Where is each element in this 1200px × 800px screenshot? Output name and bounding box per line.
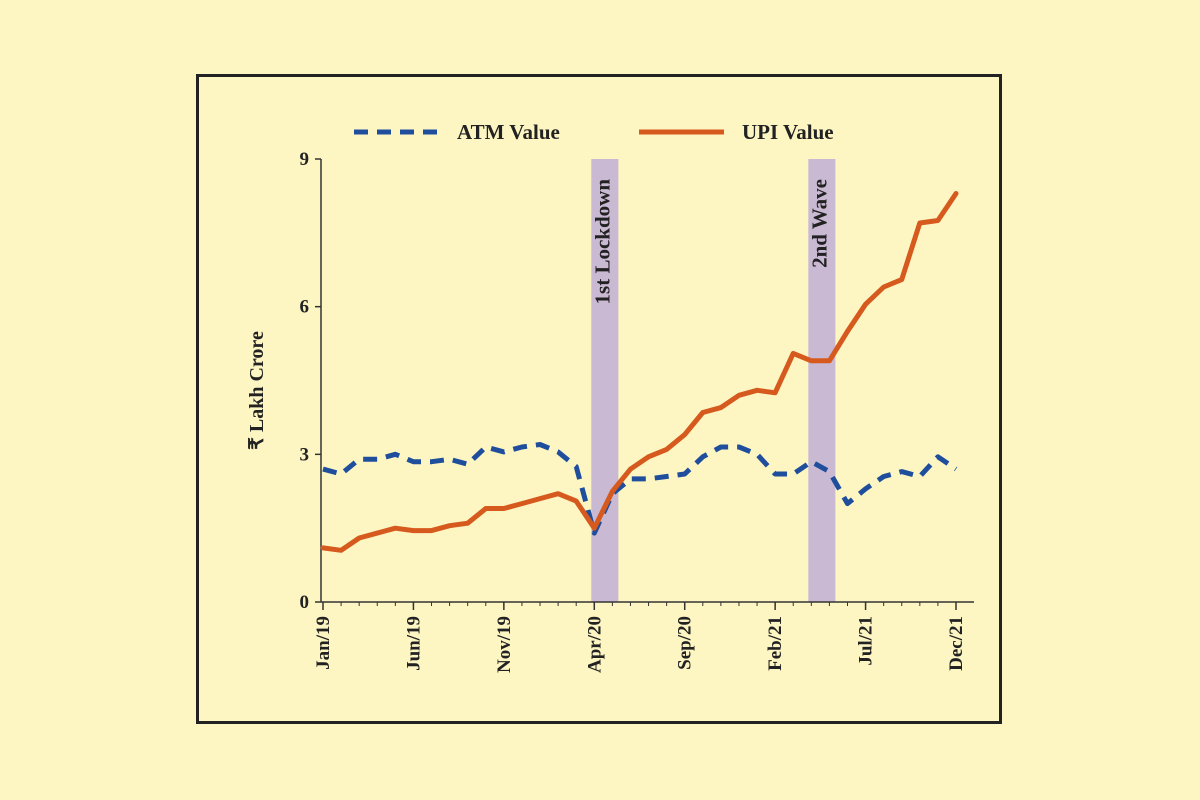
legend: ATM Value UPI Value xyxy=(354,120,834,144)
y-tick-label: 0 xyxy=(300,592,310,613)
line-chart: 1st Lockdown 2nd Wave 0 3 6 9 Jan/19 Jun/19 Nov… xyxy=(246,120,974,673)
x-tick-label: Sep/20 xyxy=(675,616,696,670)
band-2 xyxy=(808,159,836,602)
y-axis-label: ₹ Lakh Crore xyxy=(246,331,268,450)
series-lines xyxy=(320,191,959,553)
x-tick-label: Apr/20 xyxy=(584,616,605,673)
legend-label-atm: ATM Value xyxy=(457,120,560,144)
band-label-2: 2nd Wave xyxy=(808,179,832,268)
chart-frame: 1st Lockdown 2nd Wave 0 3 6 9 Jan/19 Jun/19 Nov… xyxy=(196,74,1002,724)
y-tick-label: 9 xyxy=(300,149,310,170)
legend-label-upi: UPI Value xyxy=(742,120,834,144)
x-tick-label: Jan/19 xyxy=(313,616,334,670)
x-tick-label: Jun/19 xyxy=(403,616,424,671)
x-tick-label: Nov/19 xyxy=(494,616,515,673)
shaded-bands: 1st Lockdown 2nd Wave xyxy=(591,159,836,602)
y-tick-label: 3 xyxy=(300,444,310,465)
x-tick-label: Jul/21 xyxy=(856,616,877,666)
series-line-upi xyxy=(320,191,959,553)
y-tick-label: 6 xyxy=(300,297,310,318)
series-line-atm xyxy=(322,442,958,536)
x-tick-label: Feb/21 xyxy=(765,616,786,671)
x-tick-label: Dec/21 xyxy=(946,616,967,671)
axes: 0 3 6 9 Jan/19 Jun/19 Nov/19 Apr/20 Sep/20 Feb/21… xyxy=(300,149,974,673)
band-label-1: 1st Lockdown xyxy=(591,179,615,305)
